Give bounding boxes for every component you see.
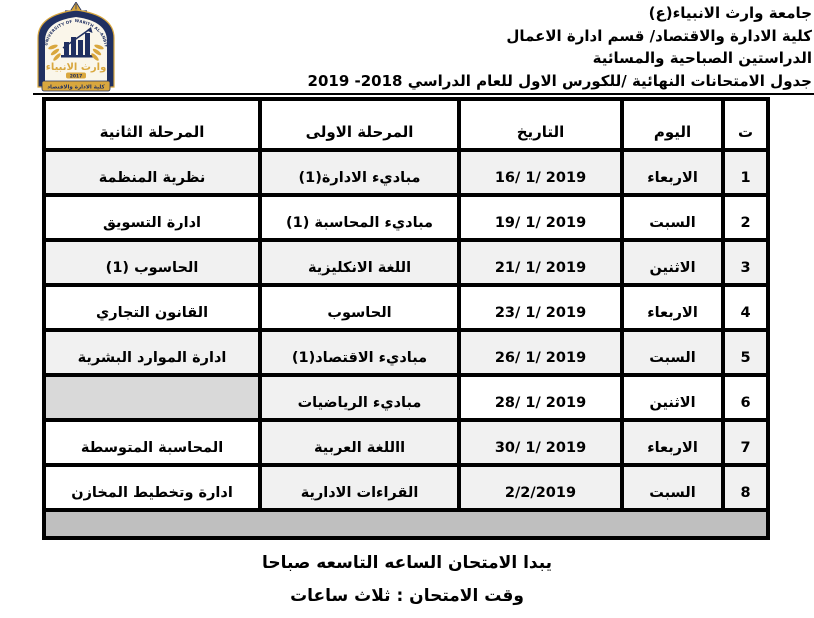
cell-num: 3 <box>721 238 770 287</box>
cell-stage1: مباديء الرياضيات <box>258 373 461 422</box>
footer-notes: يبدا الامتحان الساعه التاسعه صباحا وقت ا… <box>0 551 814 609</box>
document-header: جامعة وارث الانبياء(ع) كلية الادارة والا… <box>120 2 812 92</box>
wheat-left-icon <box>48 44 61 61</box>
cell-day: الاربعاء <box>620 283 725 332</box>
cell-date: 2/2/2019 <box>457 463 624 512</box>
cell-day: الاثنين <box>620 238 725 287</box>
cell-stage2: القانون التجاري <box>42 283 262 332</box>
cell-date: 21/ 1/ 2019 <box>457 238 624 287</box>
cell-num: 7 <box>721 418 770 467</box>
table-header-row: ت اليوم التاريخ المرحلة الاولى المرحلة ا… <box>42 97 770 152</box>
col-header-stage2: المرحلة الثانية <box>42 97 262 152</box>
cell-stage1: االلغة العربية <box>258 418 461 467</box>
year-ribbon <box>66 72 86 79</box>
cell-date: 19/ 1/ 2019 <box>457 193 624 242</box>
cell-stage1: مباديء الاقتصاد(1) <box>258 328 461 377</box>
college-department: كلية الادارة والاقتصاد/ قسم ادارة الاعما… <box>506 26 812 45</box>
building-chart-icon <box>61 27 93 58</box>
table-row: 6 الاثنين 28/ 1/ 2019 مباديء الرياضيات <box>42 373 770 422</box>
wheat-right-icon <box>91 44 104 61</box>
schedule-title: جدول الامتحانات النهائية /للكورس الاول ل… <box>307 71 812 90</box>
col-header-stage1: المرحلة الاولى <box>258 97 461 152</box>
cell-stage1: مباديء المحاسبة (1) <box>258 193 461 242</box>
logo-arabic-name: وارث الانبياء <box>46 62 107 73</box>
cell-stage1: الحاسوب <box>258 283 461 332</box>
exam-schedule-table: ت اليوم التاريخ المرحلة الاولى المرحلة ا… <box>42 97 770 540</box>
cell-stage2: الحاسوب (1) <box>42 238 262 287</box>
cell-date: 30/ 1/ 2019 <box>457 418 624 467</box>
table-row: 2 السبت 19/ 1/ 2019 مباديء المحاسبة (1) … <box>42 193 770 242</box>
col-header-day: اليوم <box>620 97 725 152</box>
exam-duration-note: وقت الامتحان : ثلاث ساعات <box>290 586 524 606</box>
cell-stage2-empty <box>42 373 262 422</box>
cell-day: الاثنين <box>620 373 725 422</box>
cell-num: 6 <box>721 373 770 422</box>
gray-strip <box>42 508 770 540</box>
cell-date: 23/ 1/ 2019 <box>457 283 624 332</box>
cell-num: 2 <box>721 193 770 242</box>
cell-stage2: ادارة التسويق <box>42 193 262 242</box>
table-footer-strip-row <box>42 508 770 540</box>
col-header-date: التاريخ <box>457 97 624 152</box>
table-row: 8 السبت 2/2/2019 القراءات الادارية ادارة… <box>42 463 770 512</box>
cell-num: 5 <box>721 328 770 377</box>
cell-day: الاربعاء <box>620 418 725 467</box>
cell-day: السبت <box>620 328 725 377</box>
table-row: 4 الاربعاء 23/ 1/ 2019 الحاسوب القانون ا… <box>42 283 770 332</box>
cell-date: 16/ 1/ 2019 <box>457 148 624 197</box>
cell-day: الاربعاء <box>620 148 725 197</box>
cell-stage2: ادارة الموارد البشرية <box>42 328 262 377</box>
cell-stage2: ادارة وتخطيط المخازن <box>42 463 262 512</box>
cell-num: 1 <box>721 148 770 197</box>
cell-stage2: نظرية المنظمة <box>42 148 262 197</box>
university-name: جامعة وارث الانبياء(ع) <box>648 4 812 22</box>
cell-day: السبت <box>620 193 725 242</box>
logo-banner-label: كلية الادارة والاقتصاد <box>47 84 105 91</box>
exam-start-note: يبدا الامتحان الساعه التاسعه صباحا <box>261 553 553 573</box>
study-shifts: الدراستين الصباحية والمسائية <box>592 49 812 67</box>
table-row: 5 السبت 26/ 1/ 2019 مباديء الاقتصاد(1) ا… <box>42 328 770 377</box>
table-row: 1 الاربعاء 16/ 1/ 2019 مباديء الادارة(1)… <box>42 148 770 197</box>
table-row: 3 الاثنين 21/ 1/ 2019 اللغة الانكليزية ا… <box>42 238 770 287</box>
cell-num: 4 <box>721 283 770 332</box>
university-logo: UNIVERSITY OF WARITH AL-ANBIYA وارث الان… <box>33 2 115 92</box>
cell-stage1: مباديء الادارة(1) <box>258 148 461 197</box>
cell-stage1: اللغة الانكليزية <box>258 238 461 287</box>
table-row: 7 الاربعاء 30/ 1/ 2019 االلغة العربية ال… <box>42 418 770 467</box>
logo-banner <box>41 80 111 92</box>
cell-date: 28/ 1/ 2019 <box>457 373 624 422</box>
header-divider <box>33 93 814 95</box>
cell-stage1: القراءات الادارية <box>258 463 461 512</box>
col-header-num: ت <box>721 97 770 152</box>
cell-date: 26/ 1/ 2019 <box>457 328 624 377</box>
cell-num: 8 <box>721 463 770 512</box>
cell-day: السبت <box>620 463 725 512</box>
cell-stage2: المحاسبة المتوسطة <box>42 418 262 467</box>
logo-year: 2017 <box>70 74 83 80</box>
